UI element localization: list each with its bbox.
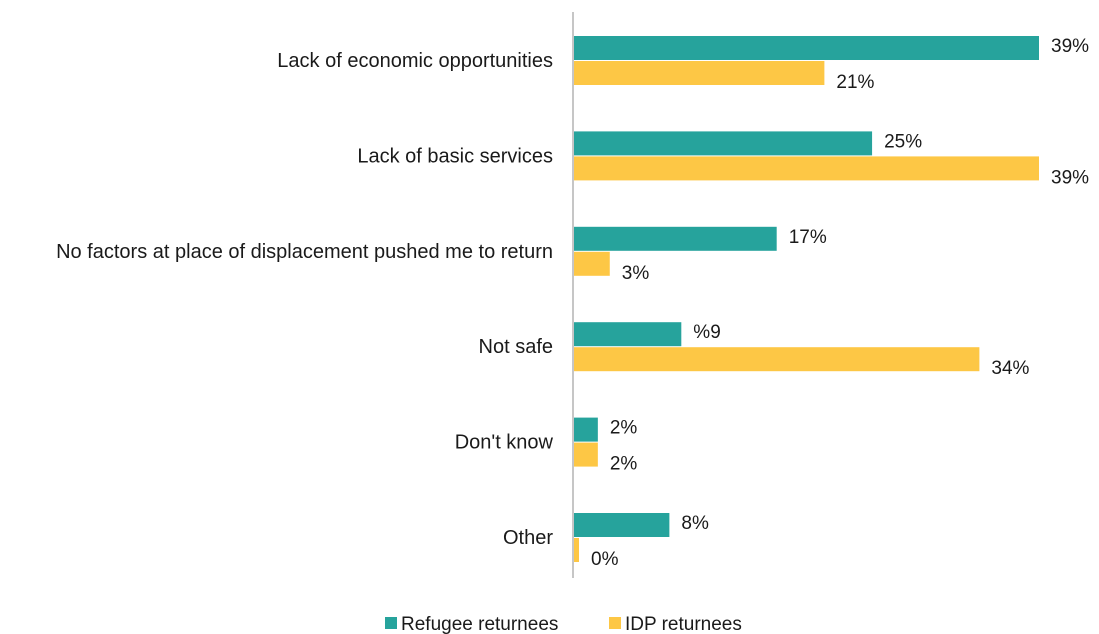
data-label: %9: [693, 322, 720, 343]
bar-refugee: [574, 513, 670, 537]
bar-idp: [574, 156, 1039, 181]
data-label: 0%: [591, 549, 619, 570]
category-label: Lack of basic services: [357, 145, 553, 167]
category-label: Don't know: [455, 432, 554, 454]
bar-idp: [574, 347, 980, 372]
legend: Refugee returnees IDP returnees: [385, 614, 742, 634]
data-label: 2%: [610, 454, 638, 475]
bar-refugee: [574, 131, 873, 156]
category-label: No factors at place of displacement push…: [56, 241, 553, 263]
bar-idp: [574, 538, 579, 562]
bar-refugee: [574, 36, 1039, 60]
category-label: Other: [503, 527, 553, 549]
value-labels: 39% 21% 25% 39% 17% 3% %9 34% 2% 2% 8% 0%: [591, 36, 1089, 570]
data-label: 21%: [836, 72, 874, 93]
bar-idp: [574, 61, 825, 85]
bar-refugee: [574, 322, 682, 347]
data-label: 8%: [681, 513, 709, 534]
data-label: 3%: [622, 263, 650, 284]
bar-refugee: [574, 226, 777, 251]
bar-refugee: [574, 417, 598, 442]
legend-label-idp: IDP returnees: [625, 614, 742, 634]
data-label: 25%: [884, 131, 922, 152]
category-label: Lack of economic opportunities: [277, 50, 553, 72]
data-label: 2%: [610, 418, 638, 439]
category-label: Not safe: [479, 336, 553, 358]
bar-idp: [574, 442, 598, 467]
data-label: 39%: [1051, 36, 1089, 57]
bars-layer: [574, 36, 1039, 562]
data-label: 17%: [789, 227, 827, 248]
data-label: 34%: [991, 358, 1029, 379]
data-label: 39%: [1051, 167, 1089, 188]
category-labels: Lack of economic opportunities Lack of ba…: [56, 50, 553, 549]
bar-idp: [574, 251, 610, 276]
legend-swatch-refugee: [385, 617, 397, 629]
legend-label-refugee: Refugee returnees: [401, 614, 558, 634]
legend-swatch-idp: [609, 617, 621, 629]
